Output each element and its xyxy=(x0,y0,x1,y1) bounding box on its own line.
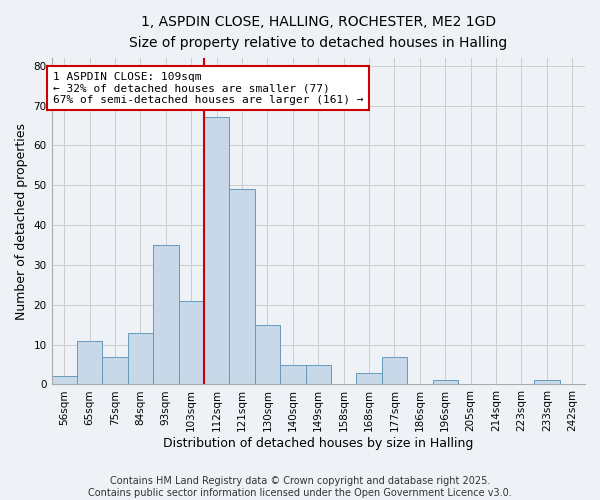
Bar xyxy=(153,245,179,384)
Title: 1, ASPDIN CLOSE, HALLING, ROCHESTER, ME2 1GD
Size of property relative to detach: 1, ASPDIN CLOSE, HALLING, ROCHESTER, ME2… xyxy=(129,15,508,50)
Bar xyxy=(356,372,382,384)
Bar xyxy=(382,356,407,384)
Bar xyxy=(52,376,77,384)
Bar xyxy=(77,340,103,384)
Bar xyxy=(280,364,305,384)
Bar xyxy=(433,380,458,384)
Text: Contains HM Land Registry data © Crown copyright and database right 2025.
Contai: Contains HM Land Registry data © Crown c… xyxy=(88,476,512,498)
Bar xyxy=(229,189,255,384)
Y-axis label: Number of detached properties: Number of detached properties xyxy=(15,122,28,320)
X-axis label: Distribution of detached houses by size in Halling: Distribution of detached houses by size … xyxy=(163,437,473,450)
Bar xyxy=(305,364,331,384)
Bar xyxy=(255,324,280,384)
Bar xyxy=(179,301,204,384)
Text: 1 ASPDIN CLOSE: 109sqm
← 32% of detached houses are smaller (77)
67% of semi-det: 1 ASPDIN CLOSE: 109sqm ← 32% of detached… xyxy=(53,72,364,105)
Bar xyxy=(128,332,153,384)
Bar xyxy=(103,356,128,384)
Bar xyxy=(204,118,229,384)
Bar xyxy=(534,380,560,384)
